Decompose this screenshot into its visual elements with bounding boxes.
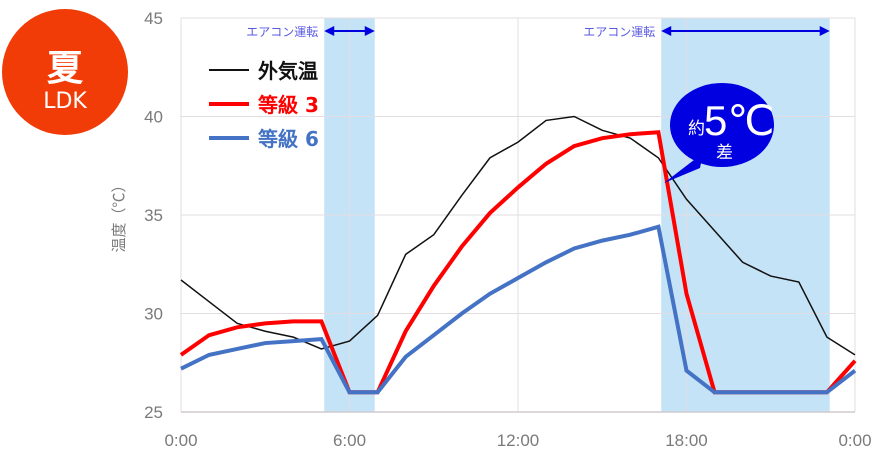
legend-label: 等級 6 — [258, 127, 319, 151]
series-line-0 — [180, 115, 856, 356]
x-tick-label: 18:00 — [665, 431, 708, 450]
legend-label: 等級 3 — [258, 93, 319, 117]
y-tick-label: 40 — [144, 108, 163, 127]
arrow-head-left-icon — [324, 26, 335, 36]
callout-suffix: 差 — [716, 143, 733, 163]
y-tick-label: 35 — [144, 206, 163, 225]
legend-label: 外気温 — [258, 59, 318, 83]
season-badge: 夏 LDK — [2, 9, 128, 135]
ac-period-label: エアコン運転 — [583, 25, 655, 39]
arrow-head-left-icon — [661, 26, 672, 36]
difference-callout: 約 5℃ 差 — [664, 83, 775, 183]
x-tick-label: 0:00 — [838, 431, 871, 450]
room-label: LDK — [43, 89, 87, 114]
series-line-2 — [180, 224, 857, 395]
season-label: 夏 — [46, 48, 83, 89]
y-tick-label: 30 — [144, 305, 163, 324]
y-tick-label: 25 — [144, 403, 163, 422]
x-tick-label: 12:00 — [497, 431, 540, 450]
x-tick-label: 6:00 — [333, 431, 366, 450]
ac-period-label: エアコン運転 — [246, 25, 318, 39]
arrow-head-right-icon — [364, 26, 375, 36]
callout-value: 5℃ — [704, 97, 775, 144]
y-tick-label: 45 — [144, 9, 163, 28]
y-axis-label: 温度（℃） — [111, 177, 128, 252]
arrow-head-right-icon — [819, 26, 830, 36]
x-tick-label: 0:00 — [164, 431, 197, 450]
callout-prefix: 約 — [688, 119, 705, 139]
